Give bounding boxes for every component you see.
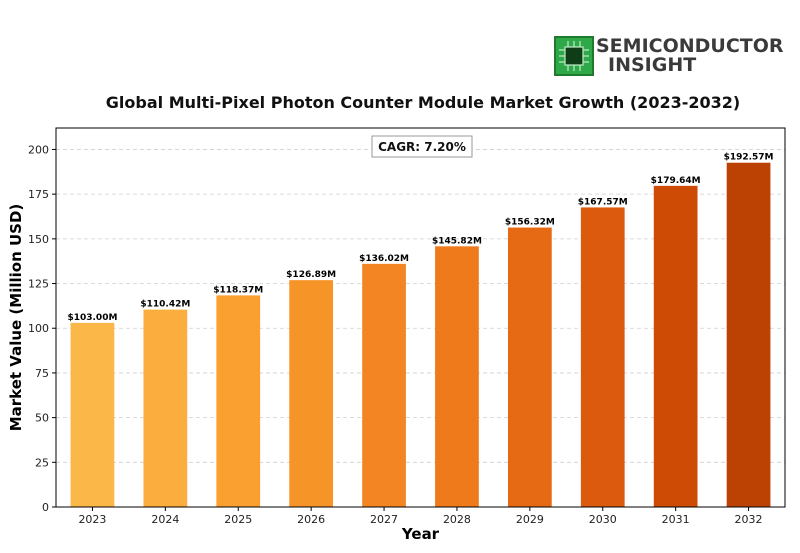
bar-2029 bbox=[507, 227, 552, 507]
bar-value-labels: $103.00M $110.42M $118.37M $126.89M $136.02M… bbox=[67, 153, 773, 323]
bar-value-label: $156.32M bbox=[505, 218, 555, 228]
plot-area-frame bbox=[55, 127, 786, 508]
bar-2024 bbox=[143, 309, 188, 507]
bars bbox=[70, 162, 771, 507]
y-tick-label: 125 bbox=[28, 278, 49, 291]
x-tick-label: 2031 bbox=[662, 513, 690, 526]
bar-value-label: $136.02M bbox=[359, 254, 409, 264]
x-tick-label: 2024 bbox=[151, 513, 179, 526]
y-axis-title: Market Value (Million USD) bbox=[7, 204, 25, 432]
y-tick-label: 50 bbox=[35, 412, 49, 425]
x-tick-label: 2026 bbox=[297, 513, 325, 526]
y-tick-label: 0 bbox=[42, 501, 49, 514]
bar-value-label: $192.57M bbox=[724, 153, 774, 163]
y-tick-label: 200 bbox=[28, 143, 49, 156]
bar-2031 bbox=[653, 185, 698, 507]
logo-text-line2: INSIGHT bbox=[608, 54, 697, 76]
bar-2023 bbox=[70, 322, 115, 507]
semiconductor-insight-logo: SEMICONDUCTOR INSIGHT bbox=[554, 35, 784, 78]
bar-2027 bbox=[362, 263, 406, 507]
bar-2026 bbox=[289, 280, 334, 507]
x-tick-label: 2030 bbox=[589, 513, 617, 526]
y-tick-label: 25 bbox=[35, 456, 49, 469]
x-tick-label: 2025 bbox=[224, 513, 252, 526]
bar-2032 bbox=[726, 162, 771, 507]
x-axis-title: Year bbox=[401, 525, 440, 543]
bar-2025 bbox=[216, 295, 261, 507]
cagr-annotation: CAGR: 7.20% bbox=[371, 135, 473, 158]
logo-text-line1: SEMICONDUCTOR bbox=[596, 35, 784, 57]
chart-title: Global Multi-Pixel Photon Counter Module… bbox=[105, 93, 741, 112]
cagr-box bbox=[371, 135, 473, 158]
bar-value-label: $118.37M bbox=[213, 285, 263, 295]
x-tick-label: 2032 bbox=[735, 513, 763, 526]
y-tick-label: 100 bbox=[28, 322, 49, 335]
x-tick-label: 2027 bbox=[370, 513, 398, 526]
x-tick-label: 2023 bbox=[78, 513, 106, 526]
bar-value-label: $126.89M bbox=[286, 270, 336, 280]
bar-2030 bbox=[580, 207, 625, 507]
bar-value-label: $167.57M bbox=[578, 197, 628, 207]
cagr-label: CAGR: 7.20% bbox=[378, 140, 466, 154]
bar-value-label: $110.42M bbox=[140, 300, 190, 310]
y-tick-label: 175 bbox=[28, 188, 49, 201]
y-tick-label: 75 bbox=[35, 367, 49, 380]
y-tick-label: 150 bbox=[28, 233, 49, 246]
x-tick-label: 2028 bbox=[443, 513, 471, 526]
x-tick-label: 2029 bbox=[516, 513, 544, 526]
x-axis-ticks: 2023 2024 2025 2026 2027 2028 2029 2030 2031 2032 bbox=[78, 507, 763, 526]
chip-icon bbox=[554, 36, 594, 76]
bar-value-label: $179.64M bbox=[651, 176, 701, 186]
bar-value-label: $103.00M bbox=[67, 313, 117, 323]
y-axis-ticks: 0 25 50 75 100 125 150 175 200 bbox=[28, 143, 56, 514]
bar-value-label: $145.82M bbox=[432, 236, 482, 246]
bar-2028 bbox=[435, 246, 479, 507]
